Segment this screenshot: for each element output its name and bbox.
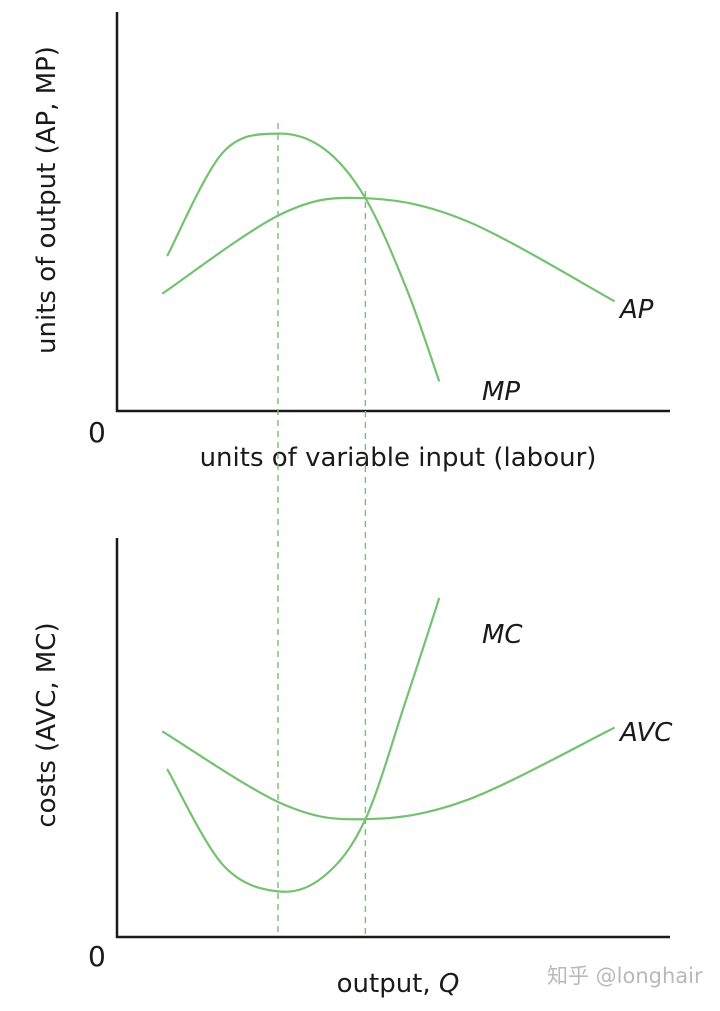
mp-curve-label: MP — [482, 377, 520, 407]
mp-curve — [166, 132, 441, 382]
ap-curve-label: AP — [618, 295, 654, 325]
avc-curve-label: AVC — [618, 718, 673, 748]
top-curves — [161, 132, 615, 382]
ap-curve — [161, 196, 615, 302]
mc-curve — [166, 597, 441, 893]
mc-curve-label: MC — [482, 620, 523, 650]
bottom-curves — [161, 597, 615, 893]
bottom-x-axis-label: output, Q — [337, 969, 460, 999]
bottom-x-axis-label-var: Q — [439, 969, 459, 999]
bottom-origin-label: 0 — [88, 940, 106, 973]
watermark: 知乎 @longhair — [547, 964, 703, 988]
top-guides — [277, 123, 367, 936]
bottom-y-axis-label: costs (AVC, MC) — [32, 622, 62, 827]
bottom-x-axis-label-text: output, — [337, 969, 439, 999]
bottom-panel: 0 output, Q costs (AVC, MC) AVC MC — [32, 538, 673, 999]
top-origin-label: 0 — [88, 416, 106, 449]
top-panel: 0 units of variable input (labour) units… — [32, 12, 670, 936]
avc-curve — [161, 726, 615, 821]
top-y-axis-label: units of output (AP, MP) — [32, 46, 62, 354]
top-x-axis-label: units of variable input (labour) — [200, 443, 597, 473]
